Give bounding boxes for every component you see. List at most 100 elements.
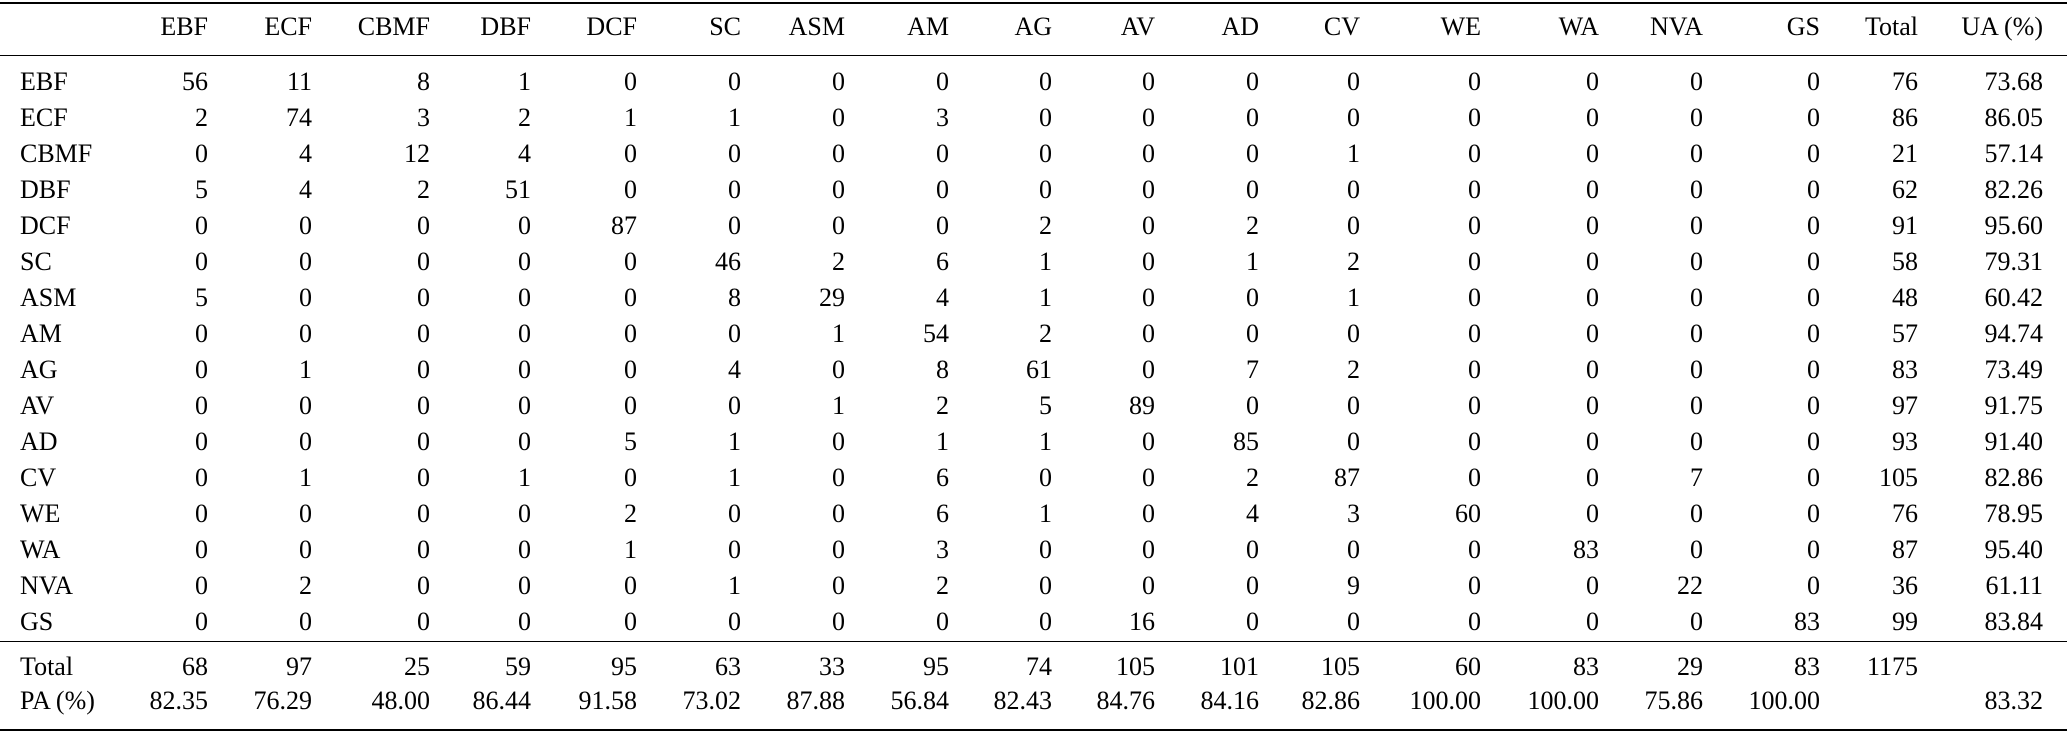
- cell: 16: [1129, 607, 1155, 636]
- cell: 86: [1892, 103, 1918, 132]
- cell: 0: [832, 355, 845, 384]
- row-label: SC: [20, 247, 52, 276]
- cell: 3: [936, 103, 949, 132]
- cell: 0: [1586, 427, 1599, 456]
- cell: 0: [832, 175, 845, 204]
- cell: 11: [286, 67, 312, 96]
- cell: 56: [182, 67, 208, 96]
- row-label: ECF: [20, 103, 68, 132]
- column-header: DBF: [480, 12, 531, 41]
- cell: 0: [1586, 607, 1599, 636]
- pa-cell: 48.00: [371, 686, 431, 715]
- cell: 0: [1142, 211, 1155, 240]
- cell: 1: [624, 535, 637, 564]
- cell: 4: [518, 139, 531, 168]
- row-label: Total: [20, 652, 74, 681]
- total-cell: 1175: [1866, 652, 1918, 681]
- cell: 2: [624, 499, 637, 528]
- cell: 0: [624, 463, 637, 492]
- cell: 2: [299, 571, 312, 600]
- pa-cell: 73.02: [682, 686, 742, 715]
- cell: 91.75: [1984, 391, 2044, 420]
- cell: 87: [1892, 535, 1918, 564]
- cell: 0: [417, 499, 430, 528]
- cell: 58: [1892, 247, 1918, 276]
- cell: 6: [936, 463, 949, 492]
- cell: 83: [1794, 607, 1820, 636]
- cell: 0: [1468, 67, 1481, 96]
- cell: 87: [1334, 463, 1360, 492]
- cell: 0: [624, 67, 637, 96]
- cell: 0: [1468, 319, 1481, 348]
- cell: 0: [1586, 283, 1599, 312]
- cell: 0: [1347, 535, 1360, 564]
- cell: 61.11: [1985, 571, 2043, 600]
- cell: 0: [1807, 427, 1820, 456]
- header-rule: [0, 55, 2067, 56]
- cell: 0: [936, 139, 949, 168]
- cell: 0: [1142, 355, 1155, 384]
- cell: 0: [195, 355, 208, 384]
- row-label: ASM: [20, 283, 77, 312]
- cell: 2: [417, 175, 430, 204]
- cell: 0: [518, 283, 531, 312]
- cell: 2: [1246, 463, 1259, 492]
- cell: 1: [728, 103, 741, 132]
- cell: 51: [505, 175, 531, 204]
- cell: 0: [518, 211, 531, 240]
- cell: 1: [1039, 283, 1052, 312]
- cell: 0: [1690, 607, 1703, 636]
- cell: 0: [1246, 391, 1259, 420]
- cell: 3: [417, 103, 430, 132]
- row-label: CBMF: [20, 139, 93, 168]
- cell: 12: [404, 139, 430, 168]
- cell: 0: [1347, 67, 1360, 96]
- cell: 4: [299, 175, 312, 204]
- total-cell: 68: [182, 652, 208, 681]
- cell: 1: [832, 319, 845, 348]
- column-header: AG: [1014, 12, 1052, 41]
- cell: 0: [1690, 499, 1703, 528]
- cell: 0: [1347, 607, 1360, 636]
- cell: 74: [286, 103, 312, 132]
- cell: 95.40: [1984, 535, 2044, 564]
- cell: 0: [1246, 175, 1259, 204]
- cell: 95.60: [1984, 211, 2044, 240]
- cell: 0: [195, 499, 208, 528]
- cell: 0: [624, 247, 637, 276]
- cell: 5: [195, 175, 208, 204]
- cell: 0: [728, 535, 741, 564]
- cell: 0: [1142, 247, 1155, 276]
- cell: 0: [1142, 67, 1155, 96]
- total-cell: 63: [715, 652, 741, 681]
- cell: 8: [936, 355, 949, 384]
- cell: 0: [1246, 607, 1259, 636]
- cell: 0: [832, 535, 845, 564]
- cell: 46: [715, 247, 741, 276]
- cell: 0: [417, 247, 430, 276]
- cell: 1: [832, 391, 845, 420]
- cell: 0: [1468, 211, 1481, 240]
- total-cell: 74: [1026, 652, 1052, 681]
- cell: 1: [1347, 283, 1360, 312]
- cell: 82.86: [1984, 463, 2044, 492]
- row-label: DBF: [20, 175, 71, 204]
- cell: 83: [1573, 535, 1599, 564]
- cell: 3: [936, 535, 949, 564]
- cell: 0: [518, 319, 531, 348]
- cell: 0: [1690, 535, 1703, 564]
- pa-cell: 87.88: [786, 686, 846, 715]
- cell: 86.05: [1984, 103, 2044, 132]
- cell: 0: [1468, 571, 1481, 600]
- cell: 5: [624, 427, 637, 456]
- cell: 61: [1026, 355, 1052, 384]
- cell: 1: [1039, 427, 1052, 456]
- cell: 0: [1039, 103, 1052, 132]
- total-cell: 105: [1321, 652, 1360, 681]
- cell: 91.40: [1984, 427, 2044, 456]
- cell: 0: [1347, 319, 1360, 348]
- cell: 2: [1347, 355, 1360, 384]
- cell: 0: [1246, 283, 1259, 312]
- cell: 0: [728, 67, 741, 96]
- cell: 1: [1347, 139, 1360, 168]
